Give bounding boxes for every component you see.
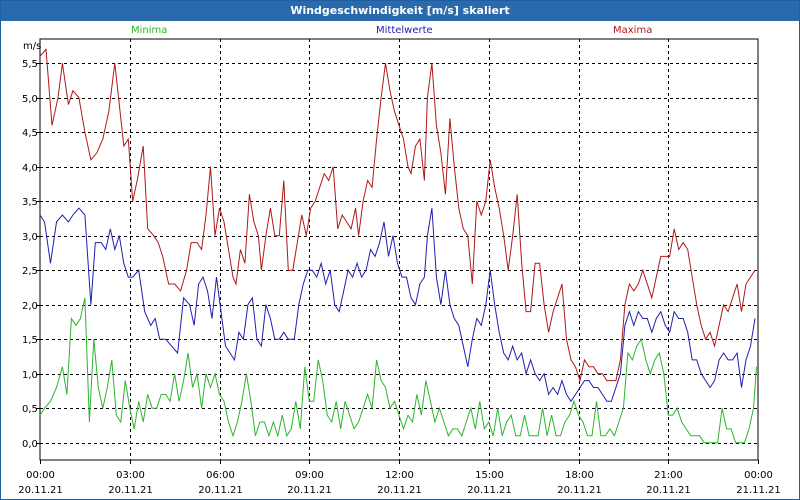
x-tick-time: 18:00 [565, 470, 594, 481]
y-tick-label: 4,0 [22, 163, 38, 174]
x-tick-date: 20.11.21 [198, 485, 243, 496]
y-tick-label: 2,0 [22, 301, 38, 312]
x-tick-date: 20.11.21 [646, 485, 691, 496]
legend-minima: Minima [131, 25, 168, 36]
x-tick-time: 12:00 [385, 470, 414, 481]
y-tick-label: 0,5 [22, 404, 38, 415]
series-line-maxima [39, 48, 756, 383]
series-line-minima [39, 297, 757, 444]
window-title: Windgeschwindigkeit [m/s] skaliert [1, 1, 799, 21]
y-tick-label: 3,5 [22, 197, 38, 208]
x-tick-time: 03:00 [116, 470, 145, 481]
y-tick-label: 4,5 [22, 128, 38, 139]
x-tick-date: 20.11.21 [467, 485, 512, 496]
x-tick-date: 20.11.21 [557, 485, 602, 496]
x-tick-time: 15:00 [475, 470, 504, 481]
legend-mittelwerte: Mittelwerte [376, 25, 433, 36]
y-tick-label: 0,0 [22, 439, 38, 450]
y-tick-label: 2,5 [22, 266, 38, 277]
x-tick-date: 20.11.21 [287, 485, 332, 496]
x-tick-time: 21:00 [654, 470, 683, 481]
x-tick-time: 06:00 [206, 470, 235, 481]
y-tick-label: 5,5 [22, 59, 38, 70]
y-tick-label: 1,0 [22, 370, 38, 381]
y-tick-label: 5,0 [22, 94, 38, 105]
x-tick-date: 21.11.21 [736, 485, 781, 496]
x-tick-time: 00:00 [744, 470, 773, 481]
x-tick-time: 00:00 [26, 470, 55, 481]
y-tick-label: 3,0 [22, 232, 38, 243]
x-tick-date: 20.11.21 [18, 485, 63, 496]
y-tick-label: 1,5 [22, 335, 38, 346]
legend-maxima: Maxima [613, 25, 653, 36]
y-axis-unit: m/s [23, 41, 42, 52]
x-tick-time: 09:00 [295, 470, 324, 481]
x-tick-date: 20.11.21 [377, 485, 422, 496]
series-line-mittelwerte [39, 207, 756, 403]
x-tick-date: 20.11.21 [108, 485, 153, 496]
